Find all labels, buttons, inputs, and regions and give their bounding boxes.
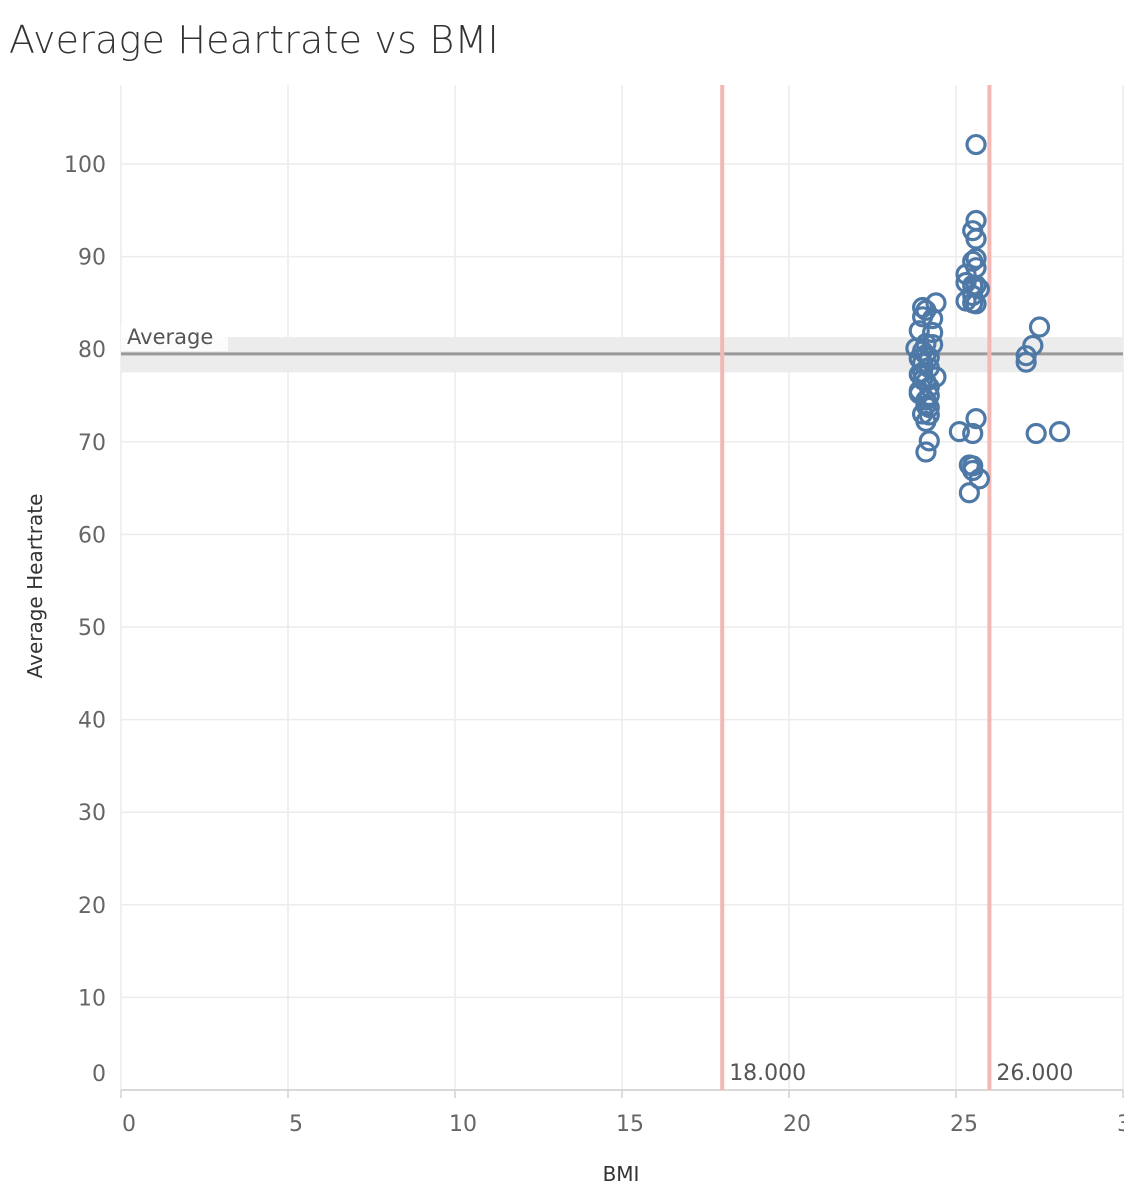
data-point bbox=[958, 482, 980, 504]
average-label-bg bbox=[121, 323, 228, 351]
x-axis-label: BMI bbox=[603, 1162, 640, 1186]
data-point bbox=[922, 308, 944, 330]
data-point bbox=[965, 133, 987, 156]
data-point bbox=[965, 247, 987, 270]
axis-ticks: 0 5 10 15 20 25 30 0 10 20 30 40 50 60 70 80 90 100 bbox=[64, 153, 1124, 1137]
x-tick-label: 25 bbox=[950, 1112, 978, 1137]
data-point bbox=[915, 441, 937, 463]
y-tick-label: 20 bbox=[78, 894, 106, 919]
reference-lines: 18.000 26.000 bbox=[720, 85, 1073, 1090]
y-tick-label: 30 bbox=[78, 801, 106, 826]
data-point bbox=[915, 410, 937, 433]
x-tick-label: 0 bbox=[122, 1112, 136, 1137]
data-point bbox=[918, 430, 940, 452]
gridlines bbox=[120, 85, 1124, 1098]
data-point bbox=[948, 421, 970, 443]
y-tick-label: 90 bbox=[78, 246, 106, 271]
data-point bbox=[918, 396, 940, 419]
average-label: Average bbox=[127, 325, 213, 349]
data-point bbox=[968, 468, 990, 490]
y-tick-label: 10 bbox=[78, 986, 106, 1011]
data-points bbox=[905, 133, 1071, 504]
data-point bbox=[922, 321, 944, 344]
y-tick-label: 50 bbox=[78, 616, 106, 641]
data-point bbox=[1015, 351, 1037, 373]
y-tick-label: 0 bbox=[92, 1062, 106, 1087]
data-point bbox=[908, 383, 930, 405]
x-tick-label: 5 bbox=[289, 1112, 303, 1137]
y-tick-label: 60 bbox=[78, 523, 106, 548]
data-point bbox=[962, 422, 984, 445]
reference-line-label: 26.000 bbox=[996, 1061, 1073, 1086]
data-point bbox=[1015, 345, 1037, 367]
reference-line-label: 18.000 bbox=[729, 1061, 806, 1086]
data-point bbox=[1025, 422, 1047, 445]
data-point bbox=[1028, 316, 1051, 338]
x-tick-label: 20 bbox=[783, 1112, 811, 1137]
x-tick-label: 30 bbox=[1117, 1112, 1124, 1137]
y-tick-label: 100 bbox=[64, 153, 106, 178]
y-tick-label: 40 bbox=[78, 709, 106, 734]
x-tick-label: 15 bbox=[616, 1112, 644, 1137]
y-tick-label: 70 bbox=[78, 431, 106, 456]
chart-title: Average Heartrate vs BMI bbox=[9, 18, 499, 62]
data-point bbox=[965, 293, 987, 315]
y-axis-label: Average Heartrate bbox=[23, 494, 47, 679]
x-tick-label: 10 bbox=[449, 1112, 477, 1137]
average-band-layer: Average bbox=[121, 323, 1123, 373]
data-point bbox=[1048, 421, 1071, 443]
data-point bbox=[911, 306, 934, 328]
y-tick-label: 80 bbox=[78, 338, 106, 363]
data-point bbox=[965, 408, 987, 430]
